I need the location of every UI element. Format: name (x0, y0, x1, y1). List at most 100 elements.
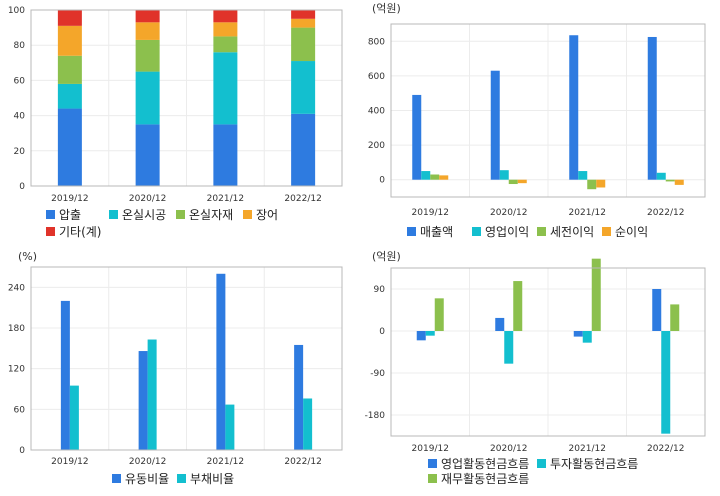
legend-item[interactable]: 재무활동현금흐름 (428, 472, 529, 486)
legend-item[interactable]: 영업활동현금흐름 (428, 457, 529, 471)
legend-item[interactable]: 기타(계) (46, 225, 101, 239)
y-tick-label: -90 (370, 369, 385, 379)
unit-label: (억원) (372, 2, 401, 15)
legend-label: 기타(계) (59, 225, 101, 239)
bar-1 (652, 289, 662, 331)
y-tick-label: 100 (8, 6, 25, 16)
plot-frame (30, 9, 343, 187)
bar-4 (596, 179, 606, 188)
bar-4 (135, 22, 160, 40)
x-tick-label: 2021/12 (207, 194, 244, 204)
x-tick-label: 2020/12 (490, 444, 527, 454)
x-tick-label: 2020/12 (129, 457, 166, 467)
bar-2 (499, 170, 509, 180)
legend-item[interactable]: 매출액 (407, 225, 453, 239)
legend-label: 영업활동현금흐름 (441, 457, 529, 471)
legend-item[interactable]: 온실시공 (109, 208, 166, 222)
y-tick-label: -180 (365, 411, 386, 421)
bar-2 (582, 331, 592, 343)
y-tick-label: 0 (19, 446, 25, 456)
legend-label: 세전이익 (550, 225, 594, 239)
y-tick-label: 60 (14, 405, 26, 415)
x-tick-label: 2022/12 (284, 457, 321, 467)
legend-swatch (428, 474, 437, 483)
bar-3 (291, 27, 316, 62)
plot-frame (390, 23, 706, 198)
bar-2 (225, 404, 235, 450)
legend-swatch (243, 210, 252, 219)
bar-1 (495, 317, 505, 331)
y-tick-label: 600 (368, 72, 385, 82)
legend-swatch (46, 210, 55, 219)
y-tick-label: 800 (368, 37, 385, 47)
legend-label: 매출액 (420, 225, 453, 239)
x-tick-label: 2022/12 (647, 444, 684, 454)
bar-3 (670, 304, 680, 331)
legend-item[interactable]: 세전이익 (537, 225, 594, 239)
chart-panel-4: (억원) -180 -90 0 90 2019/12 2020/12 2021/12 2022/… (365, 250, 706, 486)
x-tick-label: 2019/12 (51, 194, 88, 204)
legend-label: 온실시공 (122, 208, 166, 222)
legend-swatch (177, 474, 186, 483)
legend-label: 유동비율 (125, 472, 169, 486)
bar-5 (213, 10, 238, 23)
bar-3 (587, 179, 597, 190)
y-tick-label: 400 (368, 107, 385, 117)
x-tick-label: 2021/12 (569, 208, 606, 218)
bar-3 (430, 174, 440, 180)
bar-3 (213, 36, 238, 53)
legend-item[interactable]: 압출 (46, 208, 81, 222)
bar-3 (513, 281, 523, 331)
y-tick-label: 20 (14, 147, 26, 157)
legend-item[interactable]: 투자활동현금흐름 (537, 457, 638, 471)
bar-1 (60, 300, 70, 450)
legend-item[interactable]: 유동비율 (112, 472, 169, 486)
legend-swatch (602, 227, 611, 236)
bar-1 (569, 35, 579, 180)
legend-swatch (109, 210, 118, 219)
bar-1 (294, 344, 304, 450)
bar-3 (434, 298, 444, 331)
legend-swatch (112, 474, 121, 483)
plot-frame (390, 267, 706, 437)
bar-1 (213, 124, 238, 186)
bar-2 (135, 71, 160, 125)
bar-1 (216, 273, 226, 450)
bar-1 (416, 331, 426, 341)
bar-2 (57, 83, 82, 109)
bar-4 (439, 175, 449, 180)
bar-3 (591, 258, 601, 331)
bar-5 (57, 10, 82, 26)
legend-swatch (46, 227, 55, 236)
bar-4 (213, 22, 238, 37)
bar-5 (135, 10, 160, 23)
y-tick-label: 40 (14, 112, 26, 122)
legend-swatch (407, 227, 416, 236)
bar-1 (138, 351, 148, 450)
legend-item[interactable]: 영업이익 (472, 225, 529, 239)
bar-2 (421, 171, 431, 180)
legend-item[interactable]: 장어 (243, 208, 278, 222)
bar-2 (147, 339, 157, 450)
chart-panel-2: (억원) 0 200 400 600 800 2019/12 2020/12 2021/12 20… (368, 2, 706, 239)
legend-swatch (472, 227, 481, 236)
legend-label: 온실자재 (189, 208, 233, 222)
y-tick-label: 200 (368, 141, 385, 151)
legend-item[interactable]: 온실자재 (176, 208, 233, 222)
y-tick-label: 0 (19, 182, 25, 192)
legend-swatch (428, 459, 437, 468)
bar-2 (656, 172, 666, 180)
legend-label: 투자활동현금흐름 (550, 457, 638, 471)
bar-2 (425, 331, 435, 336)
bar-1 (291, 113, 316, 186)
legend-item[interactable]: 순이익 (602, 225, 648, 239)
x-tick-label: 2019/12 (51, 457, 88, 467)
bar-1 (135, 124, 160, 186)
chart-panel-3: (%) 0 60 120 180 240 2019/12 2020/12 2021/12 2022… (8, 250, 343, 486)
bar-2 (69, 385, 79, 450)
x-tick-label: 2021/12 (207, 457, 244, 467)
legend-label: 재무활동현금흐름 (441, 472, 529, 486)
unit-label: (억원) (372, 250, 401, 263)
legend-item[interactable]: 부채비율 (177, 472, 234, 486)
bar-1 (573, 331, 583, 337)
